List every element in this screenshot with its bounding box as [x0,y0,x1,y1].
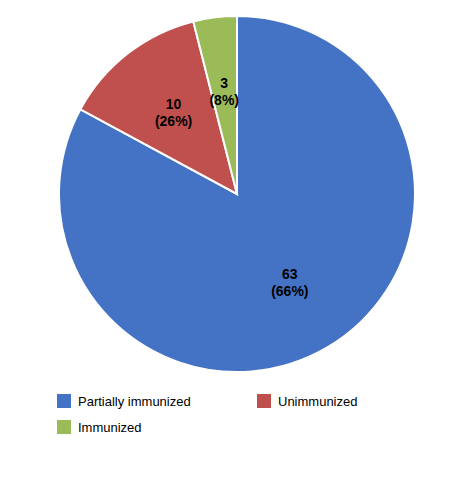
data-label-line: 63 [282,266,298,282]
data-label: 3(8%) [209,75,239,108]
legend-item: Unimmunized [257,394,357,409]
data-label-line: (26%) [155,113,192,129]
pie-slice [59,16,415,372]
legend-item: Immunized [57,420,142,435]
legend-swatch [57,420,71,434]
data-label-line: 3 [220,75,228,91]
data-label-line: (8%) [209,92,239,108]
legend-label: Unimmunized [278,394,357,409]
chart: 63(66%) 10(26%) 3(8%) Partially immunized Un… [0,0,474,496]
legend-label: Immunized [78,420,142,435]
data-label-line: (66%) [271,283,308,299]
data-label: 10(26%) [155,96,192,129]
data-label-line: 10 [166,96,182,112]
legend: Partially immunized Unimmunized Immunized [57,394,357,435]
plot-area [59,16,415,372]
slices [59,16,415,372]
legend-item: Partially immunized [57,394,191,409]
legend-swatch [257,394,271,408]
legend-swatch [57,394,71,408]
data-labels: 63(66%) 10(26%) 3(8%) [155,75,309,299]
legend-label: Partially immunized [78,394,191,409]
data-label: 63(66%) [271,266,308,299]
